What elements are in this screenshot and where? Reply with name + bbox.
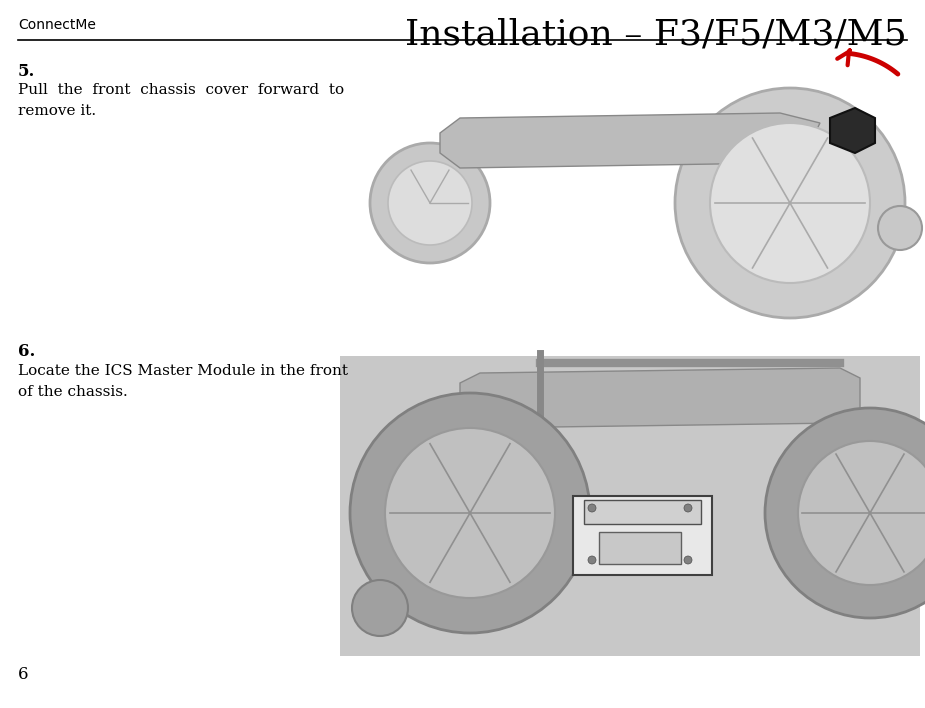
Circle shape: [352, 580, 408, 636]
Circle shape: [710, 123, 870, 283]
FancyBboxPatch shape: [599, 532, 681, 564]
Circle shape: [765, 408, 925, 618]
Polygon shape: [460, 368, 860, 428]
Circle shape: [385, 428, 555, 598]
Circle shape: [684, 504, 692, 512]
Circle shape: [798, 441, 925, 585]
Text: Installation – F3/F5/M3/M5: Installation – F3/F5/M3/M5: [405, 18, 907, 52]
Text: of the chassis.: of the chassis.: [18, 385, 128, 399]
Circle shape: [588, 556, 596, 564]
Text: 6: 6: [18, 666, 29, 683]
Text: Pull  the  front  chassis  cover  forward  to: Pull the front chassis cover forward to: [18, 83, 344, 97]
Polygon shape: [830, 108, 875, 153]
Circle shape: [684, 556, 692, 564]
FancyBboxPatch shape: [584, 500, 701, 524]
Circle shape: [388, 161, 472, 245]
Circle shape: [675, 88, 905, 318]
FancyBboxPatch shape: [340, 356, 920, 656]
Circle shape: [588, 504, 596, 512]
Text: Locate the ICS Master Module in the front: Locate the ICS Master Module in the fron…: [18, 364, 348, 378]
Text: 6.: 6.: [18, 343, 35, 360]
FancyBboxPatch shape: [573, 496, 712, 575]
Text: remove it.: remove it.: [18, 104, 96, 118]
Circle shape: [370, 143, 490, 263]
Circle shape: [350, 393, 590, 633]
FancyBboxPatch shape: [340, 48, 920, 323]
Text: 5.: 5.: [18, 63, 35, 80]
Polygon shape: [440, 113, 820, 168]
Text: ConnectMe: ConnectMe: [18, 18, 96, 32]
Circle shape: [878, 206, 922, 250]
